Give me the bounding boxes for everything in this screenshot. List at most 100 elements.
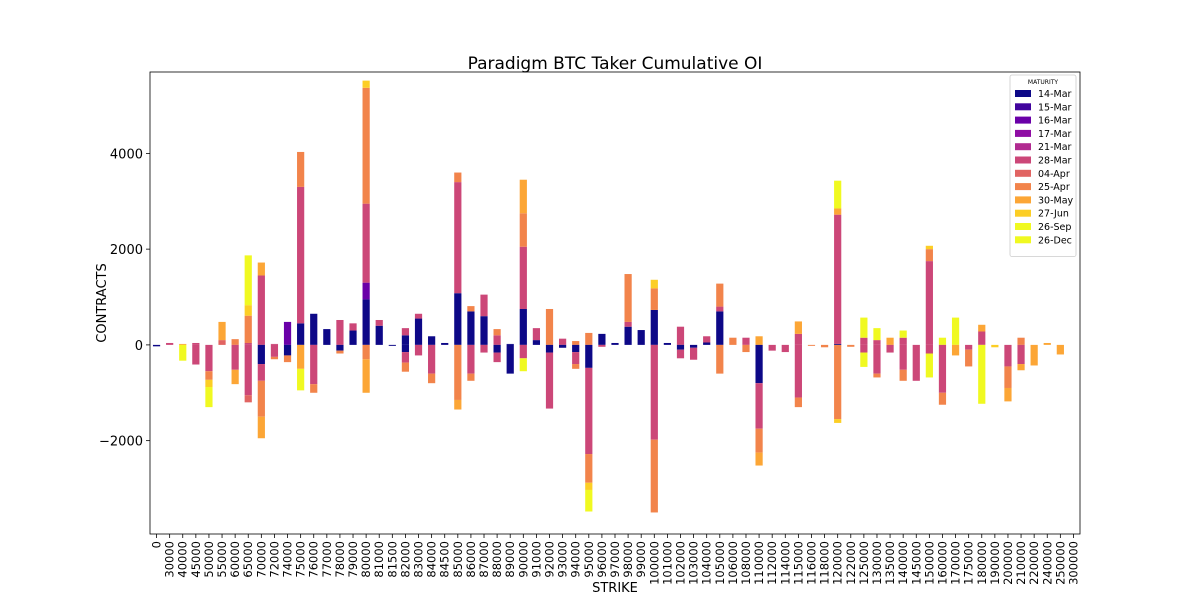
x-tick-label: 77000	[320, 541, 334, 578]
bar-segment	[925, 245, 933, 250]
bar-segment	[820, 344, 829, 348]
bar-segment	[467, 306, 475, 312]
bar-segment	[585, 344, 593, 368]
bar-segment	[192, 344, 200, 365]
bar-segment	[965, 349, 973, 367]
bar-segment	[205, 344, 213, 372]
bar-segment	[480, 294, 488, 317]
bar-segment	[297, 323, 305, 345]
bar-segment	[650, 288, 658, 310]
x-tick-label: 130000	[870, 541, 884, 585]
bar-segment	[794, 344, 802, 398]
bar-segment	[283, 355, 292, 363]
x-tick-label: 190000	[988, 541, 1002, 585]
bar-segment	[532, 328, 541, 341]
legend-swatch	[1015, 90, 1031, 97]
bar-segment	[310, 313, 318, 345]
bar-segment	[545, 308, 554, 345]
x-tick-label: 106000	[726, 541, 740, 585]
x-tick-label: 84000	[425, 541, 439, 578]
bar-segment	[297, 151, 305, 187]
bar-segment	[847, 344, 855, 347]
legend-entry: 15-Mar	[1038, 102, 1072, 113]
bar-segment	[519, 213, 527, 247]
x-tick-label: 122000	[844, 541, 858, 585]
bar-segment	[179, 343, 187, 345]
bar-segment	[978, 331, 986, 345]
legend: MATURITY 14-Mar 15-Mar 16-Mar 17-Mar 21-Mar 28…	[1009, 74, 1077, 258]
legend-entry: 25-Apr	[1038, 182, 1070, 193]
y-tick-label: −2000	[99, 435, 143, 450]
bar-segment	[899, 337, 907, 345]
bar-segment	[925, 261, 933, 345]
bar-segment	[938, 337, 947, 345]
bar-segment	[454, 182, 462, 294]
x-tick-label: 75000	[294, 541, 308, 578]
bar-segment	[310, 344, 318, 385]
legend-entry: 17-Mar	[1038, 129, 1072, 140]
bar-segment	[978, 344, 986, 404]
x-tick-label: 99000	[634, 541, 648, 578]
bar-segment	[349, 323, 357, 331]
bar-segment	[336, 344, 344, 351]
bar-segment	[860, 352, 868, 367]
bar-segment	[323, 329, 331, 345]
bar-segment	[244, 342, 252, 345]
bar-segment	[1017, 344, 1025, 365]
x-tick-label: 210000	[1014, 541, 1028, 585]
bar-segment	[519, 179, 527, 214]
bar-segment	[585, 367, 593, 455]
bar-segment	[1017, 364, 1025, 371]
legend-entry: 04-Apr	[1038, 169, 1070, 180]
x-tick-label: 95000	[582, 541, 596, 578]
bar-segment	[624, 274, 632, 322]
bar-segment	[218, 321, 226, 341]
bar-segment	[519, 246, 527, 309]
bar-segment	[572, 352, 580, 365]
x-tick-label: 145000	[909, 541, 923, 585]
bar-segment	[401, 335, 410, 345]
bar-segment	[742, 337, 750, 345]
bar-segment	[899, 369, 907, 381]
bar-segment	[1043, 342, 1051, 345]
x-tick-label: 116000	[804, 541, 818, 585]
bar-segment	[585, 454, 593, 483]
bar-segment	[467, 344, 475, 374]
bar-segment	[231, 369, 239, 385]
bar-segment	[428, 336, 436, 345]
bar-segment	[873, 340, 881, 345]
x-tick-label: 108000	[739, 541, 753, 585]
bar-segment	[1017, 337, 1025, 345]
bar-segment	[493, 344, 501, 353]
x-tick-label: 93000	[556, 541, 570, 578]
legend-swatch	[1015, 196, 1031, 204]
x-tick-label: 100000	[647, 541, 661, 585]
x-tick-label: 91000	[529, 541, 543, 578]
bar-segment	[991, 344, 999, 348]
x-tick-label: 78000	[333, 541, 347, 578]
bar-segment	[388, 344, 396, 346]
bar-segment	[257, 364, 265, 381]
bar-segment	[375, 319, 383, 326]
y-tick-label: 4000	[110, 147, 143, 162]
bar-segment	[179, 344, 187, 361]
bar-segment	[1030, 344, 1038, 366]
bar-segment	[506, 344, 514, 374]
bar-segment	[336, 350, 344, 354]
bar-segment	[414, 318, 423, 345]
x-tick-label: 96000	[595, 541, 609, 578]
bar-segment	[493, 335, 501, 345]
x-tick-label: 80000	[359, 541, 373, 578]
legend-entry: 26-Sep	[1038, 222, 1071, 233]
bar-segment	[899, 330, 907, 338]
bar-segment	[912, 344, 920, 381]
bar-segment	[270, 344, 279, 357]
x-tick-label: 55000	[215, 541, 229, 578]
bar-segment	[297, 186, 305, 324]
bar-segment	[362, 87, 370, 204]
x-tick-label: 81000	[372, 541, 386, 578]
bar-segment	[467, 311, 475, 345]
x-tick-label: 88000	[490, 541, 504, 578]
bar-segment	[572, 341, 580, 345]
